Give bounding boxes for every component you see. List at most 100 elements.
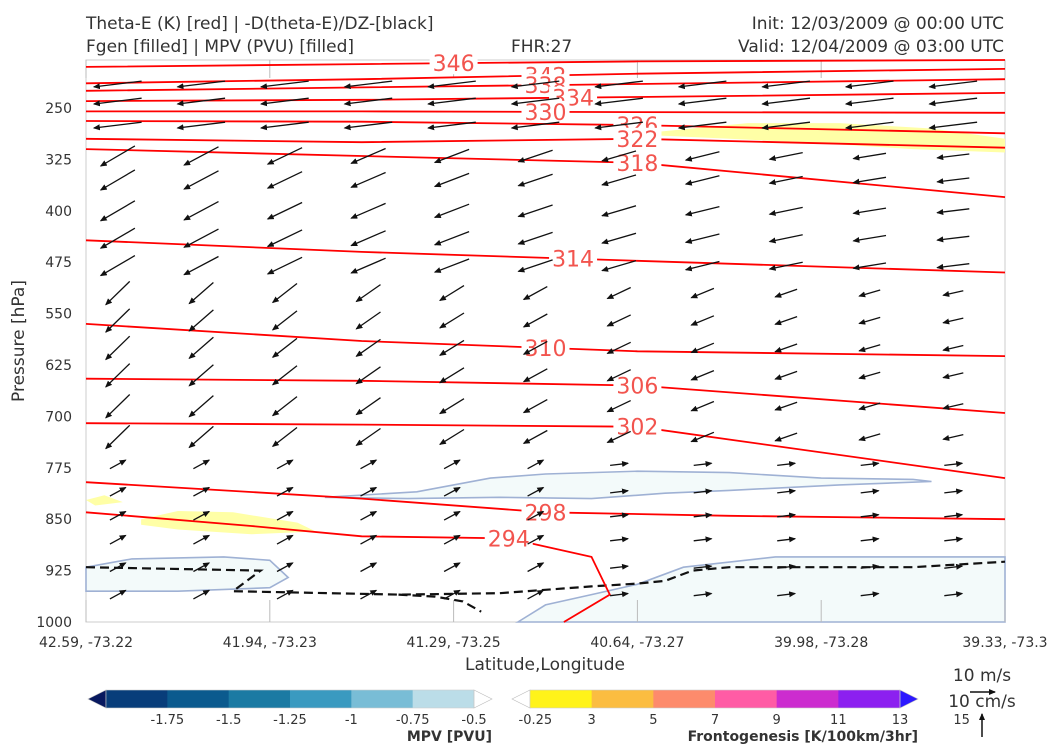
valid-time: Valid: 12/04/2009 @ 03:00 UTC [738,37,1004,57]
wind-vector [105,424,131,450]
fgen-colorbar-tick-label: 3 [588,713,596,728]
wind-vector [594,80,643,90]
x-tick-label: 40.64, -73.27 [590,635,684,651]
wind-vector [193,562,211,573]
wind-vector [92,121,142,131]
wind-vector [99,145,136,167]
wind-vector [777,536,797,543]
y-axis-label: Pressure [hPa] [9,280,29,402]
x-tick-label: 41.29, -73.25 [407,635,501,651]
theta-e-contour-line [86,110,1006,114]
wind-vector [684,205,720,217]
wind-vector [105,394,131,419]
wind-vectors [92,80,978,600]
wind-vector [92,80,142,90]
wind-vector [439,312,465,329]
wind-vector [355,397,381,416]
wind-vector [936,208,970,215]
wind-vector [433,172,470,188]
wind-vector [433,148,470,164]
wind-vector [860,536,880,543]
wind-vector [350,257,386,274]
wind-vector [944,591,964,598]
wind-vector [360,589,378,600]
wind-vector [266,147,303,165]
wind-vector [942,372,964,380]
wind-vector [928,121,978,131]
wind-vector [271,426,298,448]
wind-vector [928,80,978,90]
wind-vector [271,282,298,304]
theta-e-contour-line [85,239,1006,274]
wind-vector [193,510,211,521]
wind-vector [606,314,631,327]
colorbar-outline [529,689,901,709]
wind-vector [276,534,294,545]
contour-label-background [613,374,662,397]
wind-vector [768,261,803,271]
wind-vector [610,536,629,543]
wind-vector [276,589,294,600]
wind-vector [690,287,715,299]
wind-vector [188,364,214,387]
wind-vector [439,398,465,415]
wind-vector [433,230,470,246]
wind-vector [427,97,476,107]
wind-scale-label-cms: 10 cm/s [948,692,1016,712]
wind-vector [601,232,637,245]
wind-vector [276,510,294,521]
y-tick-label: 1000 [36,615,72,631]
wind-vector [594,121,643,131]
contour-label-background [521,336,570,359]
wind-vector [193,486,211,497]
wind-vector [852,234,887,243]
wind-vector [350,202,386,219]
wind-vector [677,80,727,90]
wind-vector [610,488,629,495]
wind-vector [858,289,881,298]
wind-vector [433,203,470,219]
wind-vector [360,510,378,521]
wind-vector [774,288,798,298]
wind-vector [176,80,226,90]
wind-vector [852,262,887,271]
wind-vector [517,204,553,218]
wind-vector [355,311,381,330]
mpv-colorbar-segment [290,690,352,708]
fgen-colorbar-tick-label: 11 [830,713,847,728]
wind-vector [188,309,214,332]
wind-vector [761,97,811,107]
wind-vector [852,152,887,161]
wind-vector [183,255,219,276]
wind-vector [677,97,727,107]
wind-vector [610,512,629,519]
wind-vector [690,369,715,381]
wind-vector [684,175,720,186]
wind-vector [684,260,720,272]
theta-e-contour-label: 330 [525,101,567,126]
y-tick-label: 325 [45,152,72,168]
wind-vector [105,280,131,306]
wind-vector [427,80,476,90]
axis-ticks: 250 325 400 475 550 625 700 775 850 925 1000 42.59,… [36,101,1047,651]
forecast-hour: FHR:27 [511,37,573,57]
wind-vector [693,512,713,519]
wind-vector [601,205,637,217]
wind-vector [944,536,964,543]
wind-vector [355,284,381,303]
wind-vector [343,121,393,131]
fgen-colorbar-segment [776,690,839,708]
wind-vector [522,286,548,301]
wind-vector [183,170,219,190]
wind-vector [109,589,127,600]
wind-vector [522,429,548,444]
wind-vector [601,174,637,187]
y-tick-label: 250 [45,101,72,117]
theta-e-contour-line [85,377,1006,414]
wind-vector [768,206,803,216]
wind-vector [606,400,631,413]
mpv-colorbar-label: MPV [PVU] [407,729,492,745]
wind-vector [768,234,803,244]
wind-vector [693,591,713,598]
wind-vector [188,395,214,418]
